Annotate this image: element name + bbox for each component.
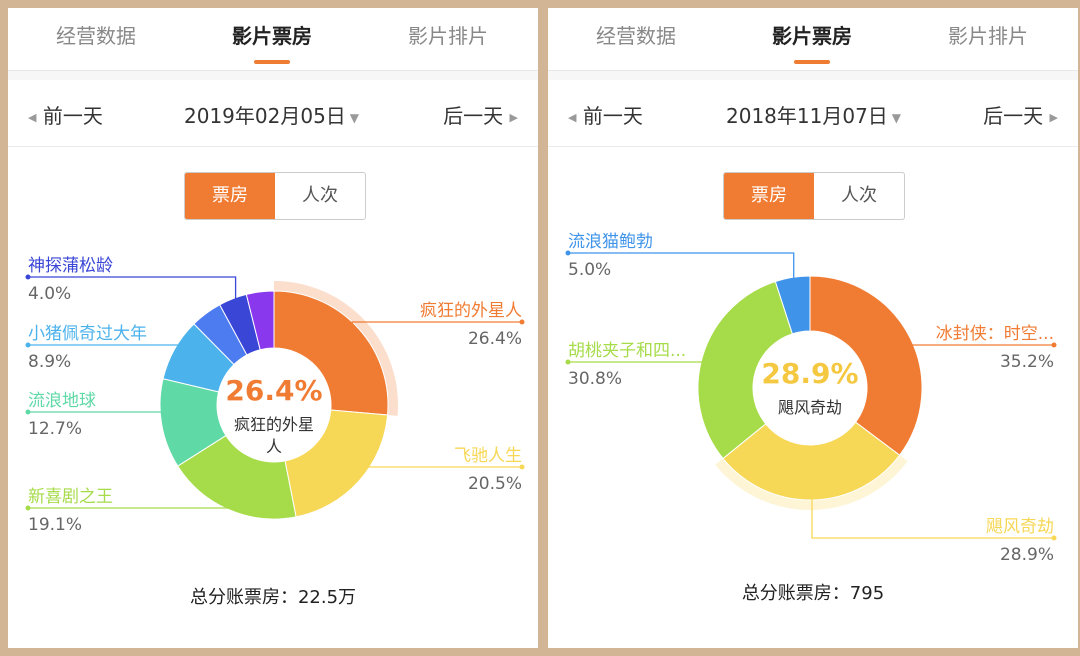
donut-chart: 疯狂的外星人26.4%飞驰人生20.5%新喜剧之王19.1%流浪地球12.7%小… [25, 256, 525, 535]
leader-dot [25, 409, 31, 415]
total-box-office: 总分账票房：22.5万 [189, 587, 357, 608]
tab-operating-data[interactable]: 经营数据 [56, 24, 136, 48]
right-panel: 经营数据 影片票房 影片排片 ◀ 前一天 2018年11月07日 ▼ 后一天 ▶ … [548, 8, 1078, 648]
center-percent: 26.4% [225, 374, 322, 407]
slice-label: 小猪佩奇过大年 [28, 324, 147, 344]
leader-dot [25, 342, 31, 348]
leader-dot [25, 274, 31, 280]
leader-line [902, 341, 1054, 346]
leader-dot [1051, 342, 1057, 348]
highlight-halo [715, 455, 908, 510]
slice-percent: 5.0% [568, 260, 611, 280]
chart-area: 票房 人次 冰封侠：时空... 35.2% 飓风奇劫 28.9% 胡桃夹子和四... 30… [548, 147, 1078, 648]
triangle-right-icon: ▶ [1049, 111, 1058, 124]
leader-line [351, 321, 522, 334]
donut-slice[interactable] [177, 434, 297, 520]
caret-down-icon: ▼ [891, 110, 902, 125]
donut-slice[interactable] [722, 421, 901, 501]
tab-box-office[interactable]: 影片票房 [184, 8, 360, 70]
toggle-box-office[interactable]: 票房 [724, 173, 814, 219]
slice-percent: 8.9% [28, 352, 71, 372]
slice-label: 流浪猫鲍勃 [568, 232, 653, 252]
slice-percent: 26.4% [468, 329, 522, 349]
center-percent: 28.9% [761, 357, 858, 390]
slice-label: 冰封侠：时空... [936, 324, 1054, 344]
slice-percent: 12.7% [28, 419, 82, 439]
leader-line [568, 252, 795, 286]
slice-percent: 35.2% [1000, 352, 1054, 372]
leader-dot [519, 464, 525, 470]
tab-screenings[interactable]: 影片排片 [948, 24, 1028, 48]
leader-line [28, 344, 183, 354]
leader-line [811, 491, 1054, 539]
left-panel: 经营数据 影片票房 影片排片 ◀ 前一天 2019年02月05日 ▼ 后一天 ▶ … [8, 8, 538, 648]
donut-chart: 冰封侠：时空... 35.2% 飓风奇劫 28.9% 胡桃夹子和四... 30.8% 流浪猫… [565, 232, 1057, 565]
date-bar: ◀ 前一天 2019年02月05日 ▼ 后一天 ▶ [8, 80, 538, 147]
leader-line [28, 411, 171, 423]
donut-slice[interactable] [774, 275, 811, 335]
metric-toggle: 票房 人次 [184, 172, 366, 220]
slice-label: 疯狂的外星人 [420, 301, 522, 321]
date-selector[interactable]: 2019年02月05日 ▼ [184, 104, 360, 128]
prev-day-button[interactable]: ◀ 前一天 [28, 104, 103, 128]
triangle-left-icon: ◀ [568, 111, 577, 124]
donut-slice[interactable] [284, 409, 389, 518]
triangle-right-icon: ▶ [509, 111, 518, 124]
slice-percent: 20.5% [468, 474, 522, 494]
leader-dot [519, 319, 525, 325]
prev-day-button[interactable]: ◀ 前一天 [568, 104, 643, 128]
slice-percent: 19.1% [28, 515, 82, 535]
slice-label: 流浪地球 [28, 391, 96, 411]
caret-down-icon: ▼ [349, 110, 360, 125]
donut-slice[interactable] [245, 290, 275, 351]
tab-operating-data[interactable]: 经营数据 [596, 24, 676, 48]
tab-box-office[interactable]: 影片票房 [724, 8, 900, 70]
leader-line [28, 502, 233, 509]
slice-label: 新喜剧之王 [28, 487, 113, 507]
leader-line [28, 276, 237, 307]
leader-dot [25, 505, 31, 511]
center-title: 飓风奇劫 [778, 398, 842, 417]
active-tab-indicator [254, 60, 290, 64]
donut-slice[interactable] [809, 275, 923, 456]
date-bar: ◀ 前一天 2018年11月07日 ▼ 后一天 ▶ [548, 80, 1078, 147]
center-title-line2: 人 [266, 437, 282, 456]
leader-dot [565, 250, 571, 256]
tab-screenings[interactable]: 影片排片 [408, 24, 488, 48]
active-tab-indicator [794, 60, 830, 64]
next-day-button[interactable]: 后一天 ▶ [983, 104, 1058, 128]
date-selector[interactable]: 2018年11月07日 ▼ [726, 104, 902, 128]
total-box-office: 总分账票房：795 [741, 583, 885, 604]
next-day-button[interactable]: 后一天 ▶ [443, 104, 518, 128]
slice-label: 飞驰人生 [454, 446, 522, 466]
toggle-box-office[interactable]: 票房 [185, 173, 275, 219]
slice-percent: 30.8% [568, 369, 622, 389]
slice-label: 神探蒲松龄 [28, 256, 113, 276]
slice-percent: 4.0% [28, 284, 71, 304]
toggle-attendance[interactable]: 人次 [302, 185, 338, 206]
tab-bar: 经营数据 影片票房 影片排片 [8, 8, 538, 71]
donut-slice[interactable] [273, 290, 389, 416]
triangle-left-icon: ◀ [28, 111, 37, 124]
slice-percent: 28.9% [1000, 545, 1054, 565]
leader-dot [1051, 535, 1057, 541]
center-title: 疯狂的外星 [234, 415, 314, 434]
leader-line [352, 466, 522, 476]
metric-toggle: 票房 人次 [723, 172, 905, 220]
slice-label: 飓风奇劫 [986, 517, 1054, 537]
tab-bar: 经营数据 影片票房 影片排片 [548, 8, 1078, 71]
toggle-attendance[interactable]: 人次 [841, 185, 877, 206]
slice-label: 胡桃夹子和四... [568, 341, 686, 361]
leader-line [568, 358, 711, 363]
leader-dot [565, 359, 571, 365]
chart-area: 票房 人次 疯狂的外星人 26.4% 飞驰人生 20.5% 新喜剧之王 19.1% 流浪地球… [8, 147, 538, 648]
donut-slice[interactable] [697, 280, 793, 460]
